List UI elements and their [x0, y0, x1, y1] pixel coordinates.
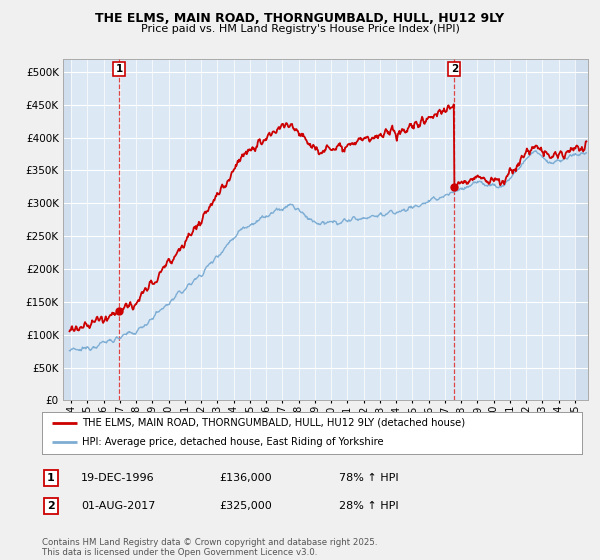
Text: Contains HM Land Registry data © Crown copyright and database right 2025.
This d: Contains HM Land Registry data © Crown c… — [42, 538, 377, 557]
Text: 1: 1 — [116, 64, 123, 74]
Text: 19-DEC-1996: 19-DEC-1996 — [81, 473, 155, 483]
Text: 2: 2 — [451, 64, 458, 74]
Text: 28% ↑ HPI: 28% ↑ HPI — [339, 501, 398, 511]
Bar — [575, 59, 588, 400]
Text: 1: 1 — [47, 473, 55, 483]
Text: 01-AUG-2017: 01-AUG-2017 — [81, 501, 155, 511]
Text: 2: 2 — [47, 501, 55, 511]
Text: £325,000: £325,000 — [219, 501, 272, 511]
Bar — [63, 59, 71, 400]
Text: 78% ↑ HPI: 78% ↑ HPI — [339, 473, 398, 483]
Text: THE ELMS, MAIN ROAD, THORNGUMBALD, HULL, HU12 9LY: THE ELMS, MAIN ROAD, THORNGUMBALD, HULL,… — [95, 12, 505, 25]
Text: Price paid vs. HM Land Registry's House Price Index (HPI): Price paid vs. HM Land Registry's House … — [140, 24, 460, 34]
Text: HPI: Average price, detached house, East Riding of Yorkshire: HPI: Average price, detached house, East… — [83, 437, 384, 447]
Text: £136,000: £136,000 — [219, 473, 272, 483]
Text: THE ELMS, MAIN ROAD, THORNGUMBALD, HULL, HU12 9LY (detached house): THE ELMS, MAIN ROAD, THORNGUMBALD, HULL,… — [83, 418, 466, 428]
